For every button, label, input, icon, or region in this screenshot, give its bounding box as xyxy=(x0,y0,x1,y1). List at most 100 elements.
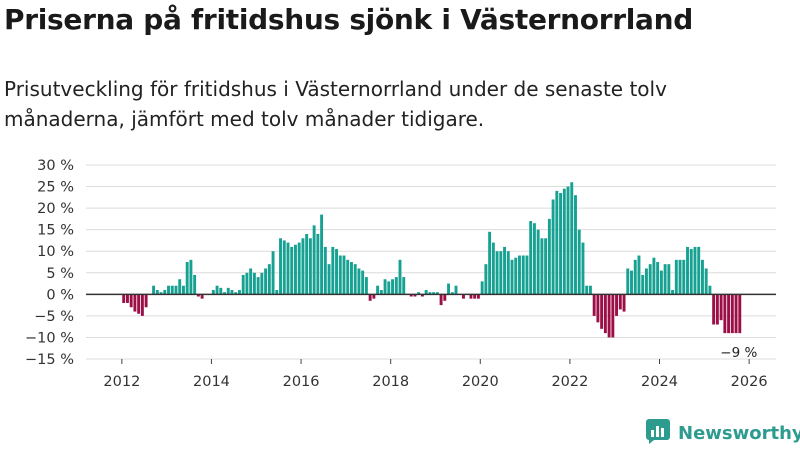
bar xyxy=(682,259,686,295)
bar xyxy=(611,294,615,338)
bar xyxy=(327,264,331,295)
bar xyxy=(125,294,129,303)
bar xyxy=(387,281,391,295)
bar xyxy=(249,268,253,295)
bar xyxy=(600,294,604,329)
bar xyxy=(671,290,675,295)
bar xyxy=(353,264,357,295)
bar xyxy=(155,290,159,295)
x-axis: 2012 2014 2016 2018 2020 2022 2024 2026 xyxy=(103,359,768,390)
bar xyxy=(159,292,163,295)
bar xyxy=(379,290,383,295)
bar xyxy=(656,262,660,295)
bar xyxy=(499,251,503,295)
bar xyxy=(562,188,566,295)
bar xyxy=(230,290,234,295)
y-tick-label: −10 % xyxy=(25,330,74,346)
bar xyxy=(297,242,301,295)
bar xyxy=(491,242,495,295)
bar xyxy=(420,294,424,297)
bar xyxy=(122,294,126,303)
bar xyxy=(260,272,264,295)
bar xyxy=(308,238,312,295)
bar xyxy=(294,244,297,295)
bar xyxy=(667,264,671,295)
bar xyxy=(238,290,241,295)
bar xyxy=(708,285,712,295)
bar xyxy=(738,294,742,334)
bar xyxy=(689,249,693,295)
bar xyxy=(704,268,708,295)
bar xyxy=(413,294,417,297)
bar xyxy=(618,294,622,310)
bar xyxy=(674,259,678,295)
bar xyxy=(581,242,585,295)
bar xyxy=(133,294,137,312)
bar xyxy=(473,294,477,299)
bar xyxy=(607,294,611,338)
bar xyxy=(200,294,204,299)
bar xyxy=(241,274,245,295)
bar xyxy=(700,259,704,295)
bar xyxy=(376,285,380,295)
bar xyxy=(514,257,518,295)
bar xyxy=(391,279,394,295)
annotations: −9 % xyxy=(720,345,757,361)
y-tick-label: −5 % xyxy=(34,309,74,325)
bar xyxy=(719,294,723,321)
bar xyxy=(290,246,294,295)
bar xyxy=(256,277,260,295)
bars xyxy=(122,182,742,338)
x-tick-label: 2018 xyxy=(372,374,409,390)
bar xyxy=(734,294,738,334)
x-tick-label: 2020 xyxy=(462,374,499,390)
bar xyxy=(480,281,484,295)
bar xyxy=(536,229,540,295)
bar xyxy=(469,294,473,299)
bar xyxy=(215,285,219,295)
bar xyxy=(495,251,499,295)
bar xyxy=(346,259,350,295)
bar xyxy=(144,294,148,308)
bar xyxy=(163,290,167,295)
y-tick-label: 20 % xyxy=(37,201,74,217)
bar xyxy=(275,290,279,295)
chart-subtitle: Prisutveckling för fritidshus i Västerno… xyxy=(4,77,667,131)
bar xyxy=(189,259,193,295)
bar xyxy=(686,246,689,295)
bar xyxy=(342,255,346,295)
bar xyxy=(525,255,529,295)
bar xyxy=(286,242,290,295)
bar xyxy=(555,190,559,295)
bar xyxy=(178,279,182,295)
bar xyxy=(697,246,701,295)
bar xyxy=(585,285,589,295)
bar xyxy=(223,292,226,295)
bar xyxy=(622,294,626,312)
bar xyxy=(301,238,305,295)
bar xyxy=(529,221,533,295)
bar xyxy=(323,246,327,295)
bar xyxy=(152,285,156,295)
y-tick-label: −15 % xyxy=(25,352,74,368)
bar xyxy=(663,264,667,295)
bar xyxy=(559,193,563,295)
bar xyxy=(521,255,525,295)
last-value-label: −9 % xyxy=(720,345,757,361)
bar xyxy=(566,186,570,295)
bar xyxy=(603,294,607,334)
bar xyxy=(320,214,324,295)
bar xyxy=(264,268,268,295)
bar xyxy=(648,264,652,295)
x-tick-label: 2014 xyxy=(193,374,230,390)
x-tick-label: 2026 xyxy=(731,374,768,390)
bar xyxy=(544,238,548,295)
bar xyxy=(693,246,697,295)
bar xyxy=(331,246,335,295)
bar xyxy=(305,233,309,295)
gridlines xyxy=(86,164,776,360)
bar xyxy=(316,233,320,295)
bar xyxy=(715,294,719,325)
bar xyxy=(129,294,133,308)
